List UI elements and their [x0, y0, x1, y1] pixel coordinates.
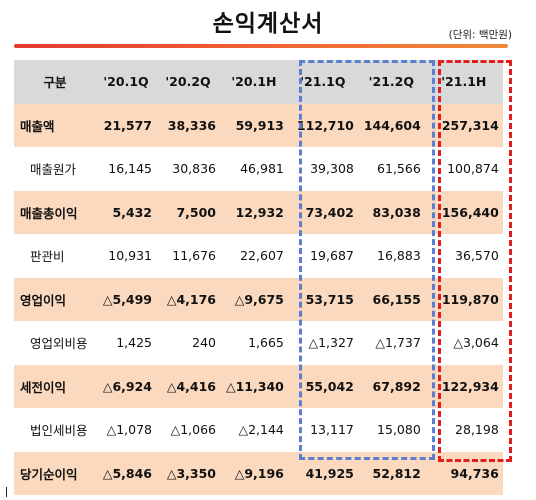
row-label: 판관비 [14, 234, 96, 278]
header-20-1h: '20.1H [220, 60, 288, 104]
table-row: 영업이익 △5,499 △4,176 △9,675 53,715 66,155 119,87… [14, 277, 503, 321]
value-cell: 16,883 [357, 234, 425, 278]
value-cell: 55,042 [287, 364, 358, 408]
value-cell: 11,676 [156, 234, 220, 278]
table-row: 당기순이익 △5,846 △3,350 △9,196 41,925 52,812 94,73… [14, 451, 503, 495]
value-cell: 21,577 [96, 103, 156, 147]
value-cell: 19,687 [287, 234, 358, 278]
value-cell: 36,570 [424, 234, 503, 278]
value-cell: 39,308 [287, 147, 358, 191]
table-row: 판관비 10,931 11,676 22,607 19,687 16,883 36,570 [14, 234, 503, 278]
row-label: 영업외비용 [14, 321, 96, 365]
table-header-row: 구분 '20.1Q '20.2Q '20.1H '21.1Q '21.2Q '2… [14, 60, 503, 104]
value-cell: 30,836 [156, 147, 220, 191]
value-cell: 15,080 [357, 408, 425, 452]
value-cell: 240 [156, 321, 220, 365]
value-cell: 94,736 [424, 451, 503, 495]
row-label: 영업이익 [14, 277, 96, 321]
value-cell: 1,425 [96, 321, 156, 365]
value-cell: 16,145 [96, 147, 156, 191]
value-cell: 67,892 [357, 364, 425, 408]
row-label: 세전이익 [14, 364, 96, 408]
row-label: 매출액 [14, 103, 96, 147]
table-row: 매출총이익 5,432 7,500 12,932 73,402 83,038 156,440 [14, 190, 503, 234]
value-cell: 28,198 [424, 408, 503, 452]
value-cell: 119,870 [424, 277, 503, 321]
value-cell: △1,066 [156, 408, 220, 452]
value-cell: 53,715 [287, 277, 358, 321]
value-cell: 61,566 [357, 147, 425, 191]
value-cell: △1,327 [287, 321, 358, 365]
table-row: 세전이익 △6,924 △4,416 △11,340 55,042 67,892 122,9… [14, 364, 503, 408]
value-cell: 13,117 [287, 408, 358, 452]
row-label: 법인세비용 [14, 408, 96, 452]
table-row: 매출액 21,577 38,336 59,913 112,710 144,604 257,3… [14, 103, 503, 147]
value-cell: 156,440 [424, 190, 503, 234]
value-cell: 7,500 [156, 190, 220, 234]
edge-mark [6, 487, 7, 497]
header-20-1q: '20.1Q [96, 60, 156, 104]
value-cell: 41,925 [287, 451, 358, 495]
value-cell: △1,078 [96, 408, 156, 452]
value-cell: 10,931 [96, 234, 156, 278]
value-cell: △3,064 [424, 321, 503, 365]
value-cell: 46,981 [220, 147, 288, 191]
income-statement-table: 구분 '20.1Q '20.2Q '20.1H '21.1Q '21.2Q '2… [14, 60, 503, 495]
value-cell: △4,416 [156, 364, 220, 408]
header-21-1h: '21.1H [424, 60, 503, 104]
header-20-2q: '20.2Q [156, 60, 220, 104]
value-cell: △3,350 [156, 451, 220, 495]
value-cell: 100,874 [424, 147, 503, 191]
table-row: 매출원가 16,145 30,836 46,981 39,308 61,566 100,87… [14, 147, 503, 191]
value-cell: 12,932 [220, 190, 288, 234]
row-label: 당기순이익 [14, 451, 96, 495]
page-title: 손익계산서 [212, 11, 324, 37]
header-category: 구분 [14, 60, 96, 104]
value-cell: 73,402 [287, 190, 358, 234]
value-cell: 52,812 [357, 451, 425, 495]
table-row: 영업외비용 1,425 240 1,665 △1,327 △1,737 △3,064 [14, 321, 503, 365]
value-cell: 122,934 [424, 364, 503, 408]
header-21-1q: '21.1Q [287, 60, 358, 104]
value-cell: 66,155 [357, 277, 425, 321]
row-label: 매출총이익 [14, 190, 96, 234]
value-cell: 22,607 [220, 234, 288, 278]
value-cell: △9,196 [220, 451, 288, 495]
header-21-2q: '21.2Q [357, 60, 425, 104]
value-cell: 5,432 [96, 190, 156, 234]
value-cell: △2,144 [220, 408, 288, 452]
value-cell: 257,314 [424, 103, 503, 147]
value-cell: △5,846 [96, 451, 156, 495]
value-cell: △11,340 [220, 364, 288, 408]
value-cell: 144,604 [357, 103, 425, 147]
table-row: 법인세비용 △1,078 △1,066 △2,144 13,117 15,080 28,19… [14, 408, 503, 452]
value-cell: 59,913 [220, 103, 288, 147]
unit-note: (단위: 백만원) [448, 29, 512, 41]
value-cell: △5,499 [96, 277, 156, 321]
value-cell: 1,665 [220, 321, 288, 365]
value-cell: △6,924 [96, 364, 156, 408]
value-cell: 83,038 [357, 190, 425, 234]
value-cell: △9,675 [220, 277, 288, 321]
value-cell: △1,737 [357, 321, 425, 365]
row-label: 매출원가 [14, 147, 96, 191]
value-cell: 112,710 [287, 103, 358, 147]
value-cell: △4,176 [156, 277, 220, 321]
value-cell: 38,336 [156, 103, 220, 147]
title-underline [14, 44, 508, 48]
